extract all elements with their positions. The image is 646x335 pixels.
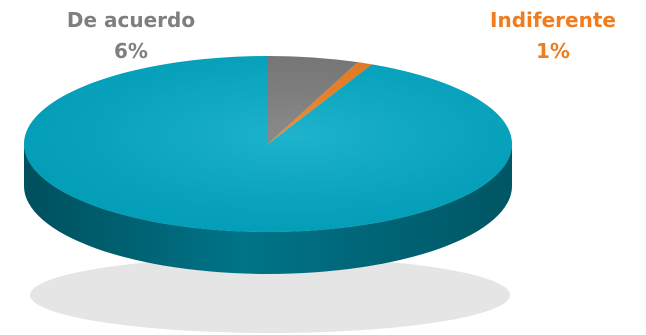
- pie-shadow: [30, 257, 510, 333]
- pie-side-shading-2: [24, 144, 512, 274]
- slice-label-de-acuerdo-value: 6%: [114, 39, 148, 63]
- slice-label-de-acuerdo-name: De acuerdo: [67, 8, 195, 32]
- slice-label-indiferente-name: Indiferente: [490, 8, 616, 32]
- pie-side-wall: [24, 144, 512, 274]
- pie-top-highlight: [24, 56, 512, 232]
- slice-label-indiferente-value: 1%: [536, 39, 570, 63]
- slice-label-de-acuerdo: De acuerdo 6%: [67, 8, 195, 63]
- slice-label-indiferente: Indiferente 1%: [490, 8, 616, 63]
